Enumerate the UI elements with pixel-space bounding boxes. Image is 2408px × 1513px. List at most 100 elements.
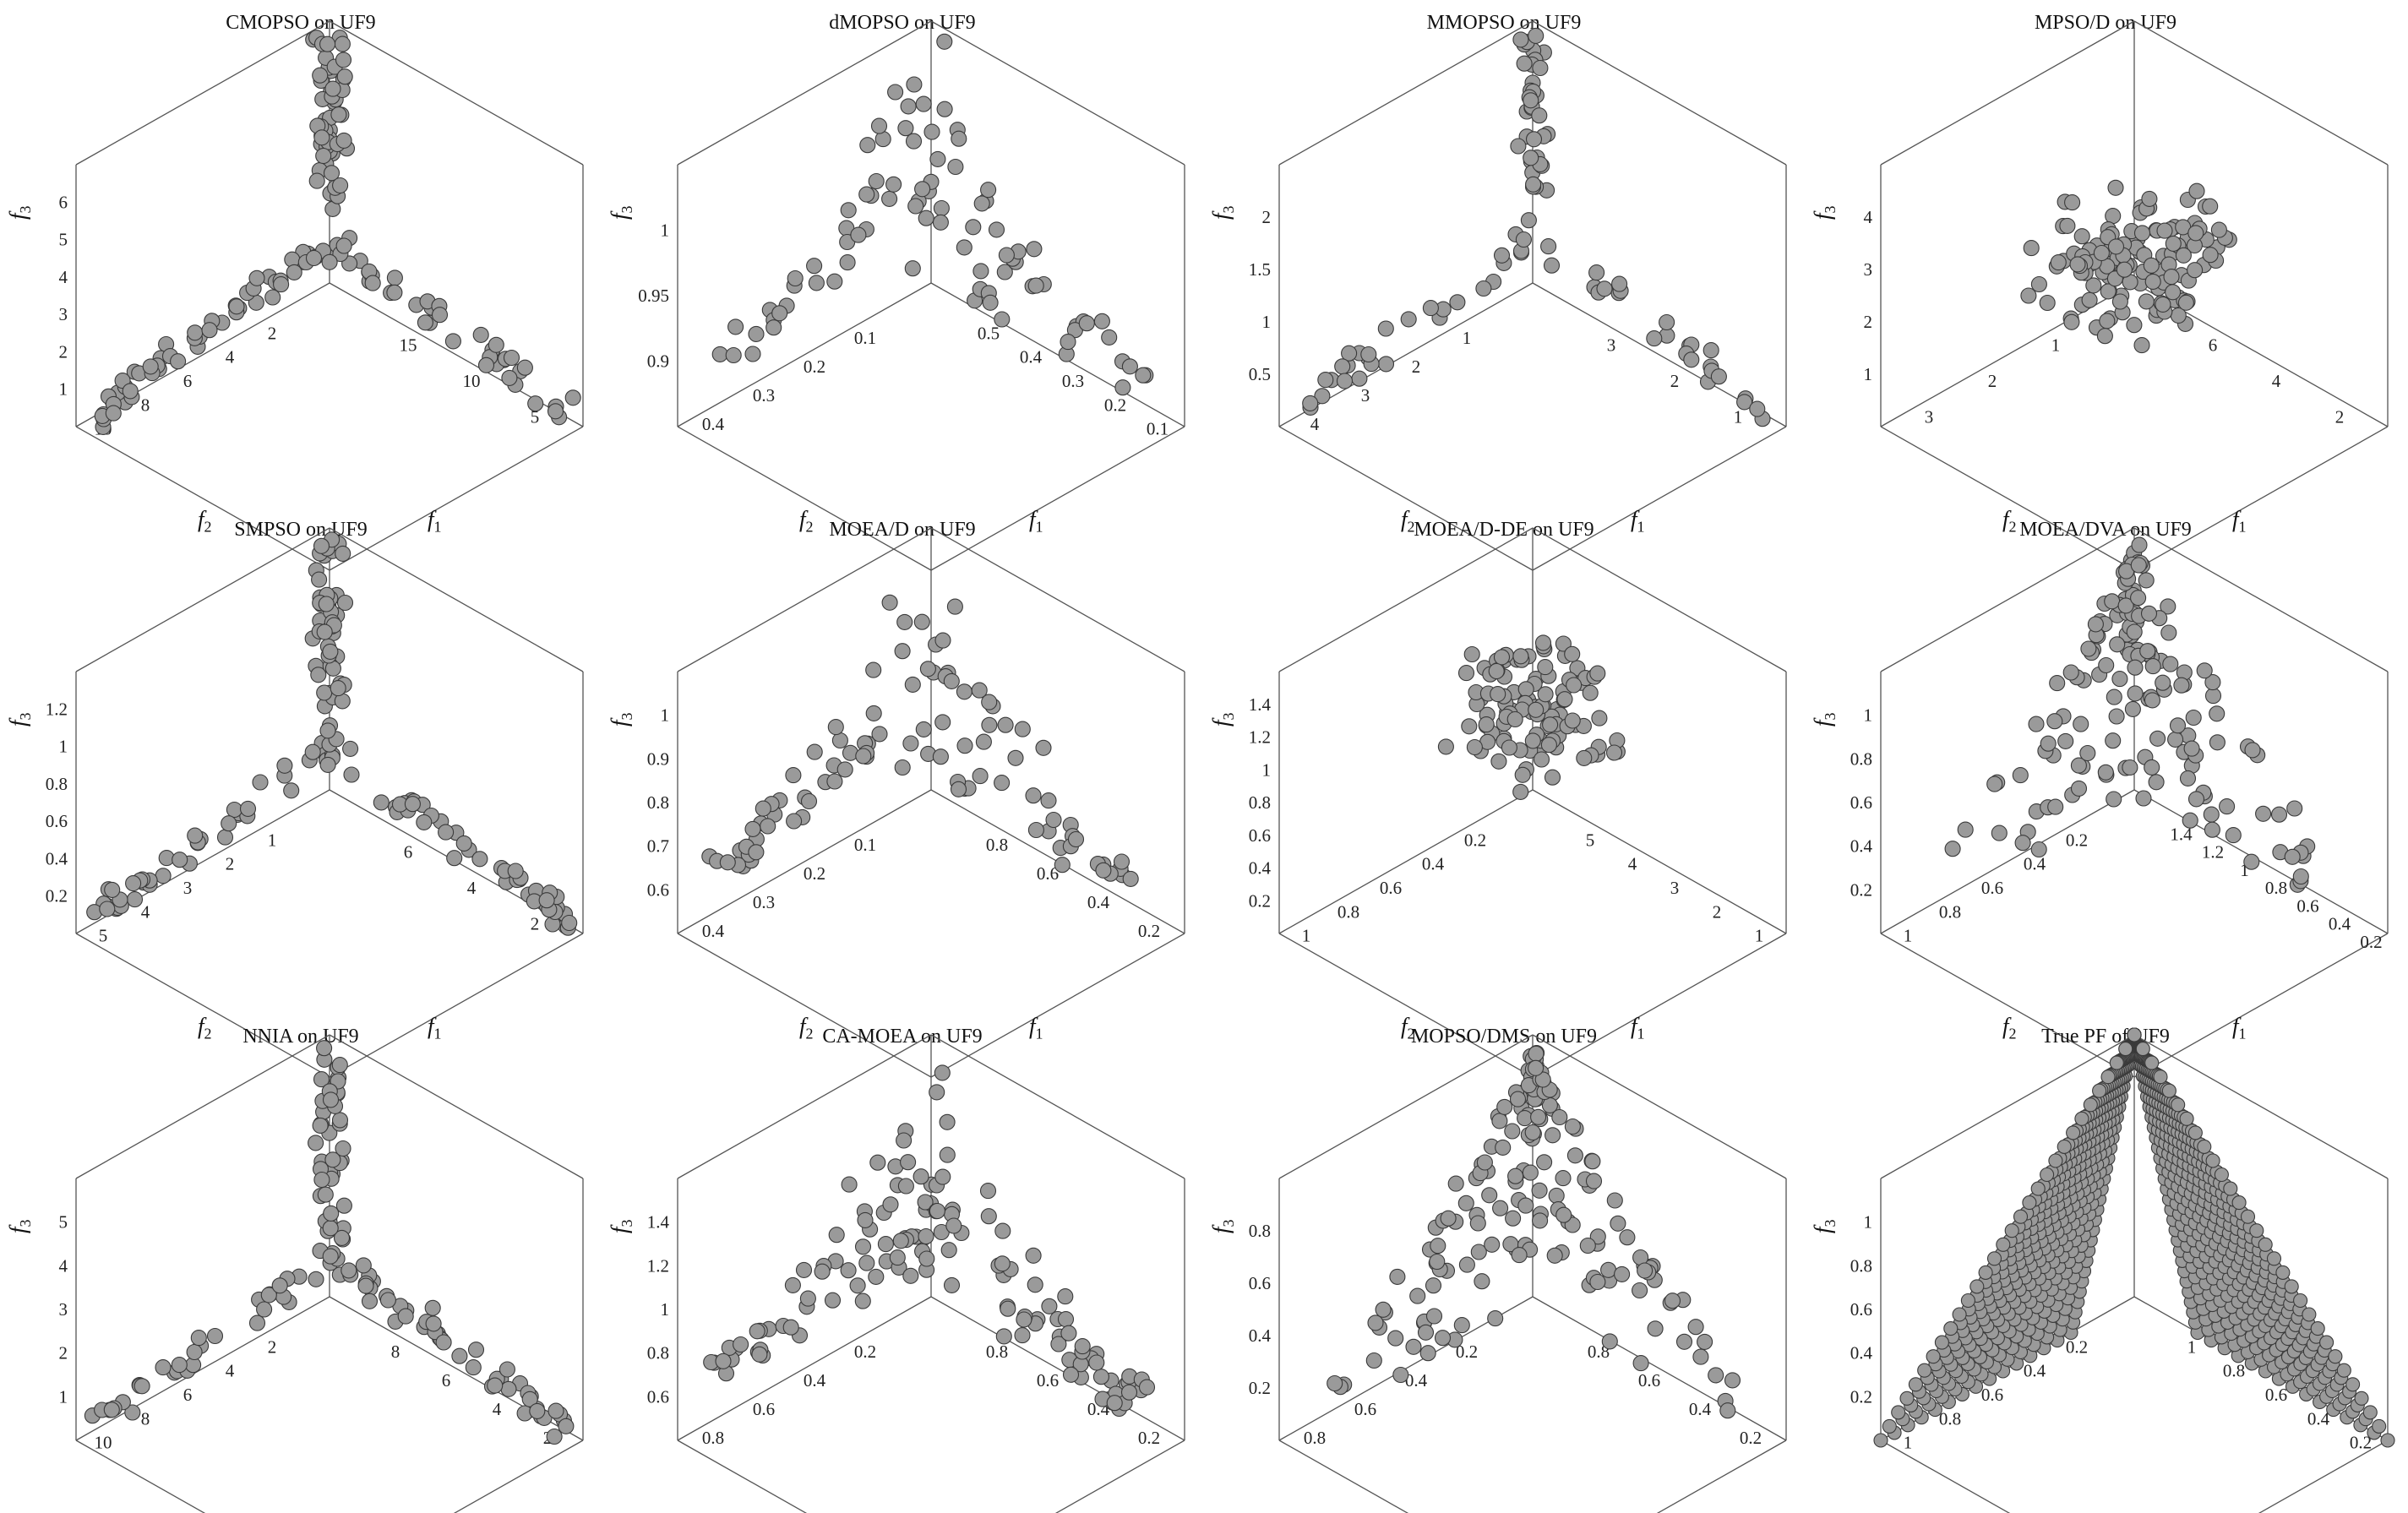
f3-tick-label: 1.4 — [1249, 694, 1272, 715]
data-point — [2149, 730, 2166, 747]
data-point — [2074, 1111, 2089, 1126]
f3-tick-label: 0.8 — [1850, 748, 1872, 769]
data-point — [870, 117, 888, 134]
axis-frame-line — [677, 426, 932, 571]
data-point — [1493, 649, 1511, 666]
data-point — [99, 901, 116, 917]
data-point — [1664, 1293, 1681, 1309]
data-point — [2040, 1167, 2055, 1183]
data-point — [1074, 1338, 1091, 1355]
data-point — [855, 748, 872, 765]
f2-tick-label: 0.4 — [2024, 854, 2046, 874]
data-point — [940, 1242, 957, 1259]
data-point — [1106, 1395, 1123, 1412]
data-point — [2049, 675, 2066, 692]
data-point — [859, 137, 876, 154]
data-point — [252, 774, 269, 791]
data-point — [800, 792, 818, 810]
data-point — [2130, 557, 2147, 574]
data-point — [715, 1352, 732, 1369]
data-point — [187, 324, 204, 341]
data-point — [1014, 1327, 1031, 1344]
data-point — [1533, 751, 1550, 768]
f2-axis-label: f2 — [1401, 1013, 1415, 1042]
data-point — [2188, 182, 2205, 199]
data-point — [1327, 1374, 1343, 1392]
data-point — [827, 719, 844, 736]
data-point — [1926, 1349, 1941, 1364]
data-point — [994, 775, 1011, 792]
data-point — [871, 726, 888, 743]
chart-panel: MOEA/D on UF9 0.6 0.7 0.8 0.9 1 0.1 0.2 0.3 0.4 0.… — [602, 507, 1203, 1078]
data-point — [939, 1113, 956, 1130]
data-point — [2345, 1377, 2361, 1392]
data-point — [2116, 261, 2133, 278]
data-point — [105, 405, 122, 422]
data-point — [2183, 740, 2200, 757]
data-point — [1511, 1247, 1528, 1264]
data-point — [865, 661, 882, 678]
data-point — [1425, 1308, 1443, 1325]
f3-tick-label: 1 — [1262, 759, 1272, 780]
data-point — [1478, 716, 1495, 733]
data-point — [317, 1186, 334, 1203]
data-point — [248, 1314, 266, 1331]
f3-axis-label: f3 — [1208, 712, 1237, 727]
axis-frame-line — [2133, 527, 2389, 672]
f1-tick-label: 0.2 — [2360, 932, 2382, 952]
f2-tick-label: 0.2 — [804, 863, 825, 884]
axis-frame-line — [1278, 933, 1534, 1078]
f2-tick-label: 0.6 — [1981, 1385, 2003, 1405]
f3-tick-label: 0.8 — [647, 792, 669, 813]
data-point — [1449, 294, 1466, 311]
data-point — [1934, 1335, 1949, 1350]
data-point — [858, 1254, 875, 1271]
data-point — [248, 269, 265, 286]
chart-title: MPSO/D on UF9 — [2035, 12, 2176, 34]
data-point — [2117, 597, 2134, 614]
data-point — [1596, 280, 1613, 297]
data-point — [221, 815, 237, 832]
axis-frame-line — [75, 1034, 330, 1179]
chart-svg: MPSO/D on UF9 1 2 3 4 1 2 3 2 4 6 f3 f2 f1 — [1810, 12, 2389, 571]
f1-tick-label: 6 — [404, 842, 413, 863]
data-point — [2133, 337, 2150, 354]
data-point — [965, 219, 982, 236]
data-point — [1589, 1273, 1606, 1291]
chart-svg: NNIA on UF9123452468102468f3f2f1 — [5, 1026, 584, 1513]
f3-tick-label: 0.6 — [1249, 1273, 1271, 1293]
data-point — [994, 311, 1011, 328]
data-point — [2187, 791, 2205, 808]
axis-frame-line — [1880, 20, 2135, 166]
data-point — [936, 33, 953, 50]
data-point — [1543, 257, 1561, 274]
f2-tick-label: 1 — [1904, 1433, 1913, 1453]
data-point — [2069, 256, 2086, 273]
data-point — [2124, 700, 2141, 717]
data-point — [882, 1196, 899, 1213]
data-point — [1548, 1187, 1565, 1204]
data-point — [1702, 342, 1719, 359]
data-point — [2270, 806, 2288, 823]
data-point — [1422, 300, 1439, 317]
data-point — [321, 253, 338, 270]
f3-tick-label: 1 — [1864, 705, 1873, 726]
axis-frame-line — [1880, 527, 2135, 672]
data-point — [1537, 686, 1554, 703]
f3-axis-label: f3 — [607, 712, 635, 727]
data-point — [1425, 1277, 1442, 1294]
data-point — [2319, 1335, 2334, 1350]
f2-tick-label: 0.4 — [702, 921, 725, 941]
f3-tick-label: 1.5 — [1249, 259, 1271, 280]
data-point — [826, 273, 843, 290]
data-point — [273, 276, 290, 293]
data-point — [1632, 1355, 1649, 1372]
f3-tick-label: 1 — [1262, 312, 1272, 332]
data-point — [2219, 798, 2236, 815]
data-point — [1528, 27, 1544, 44]
f3-axis-label: f3 — [1208, 1219, 1237, 1233]
data-point — [1487, 1310, 1504, 1327]
data-point — [896, 613, 913, 630]
data-point — [305, 249, 323, 267]
f3-tick-label: 6 — [59, 192, 68, 212]
